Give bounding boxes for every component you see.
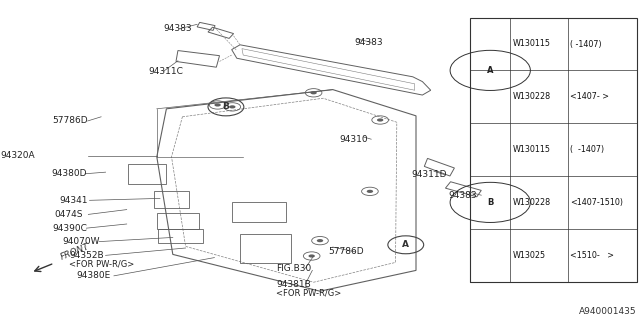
Text: 94320A: 94320A	[0, 151, 35, 160]
Text: 0474S: 0474S	[54, 210, 83, 219]
Bar	[240, 234, 291, 263]
Text: W13025: W13025	[513, 251, 546, 260]
Circle shape	[377, 118, 383, 122]
Text: 94381B: 94381B	[276, 280, 311, 289]
Text: 94390C: 94390C	[52, 224, 87, 233]
Bar	[158, 229, 203, 243]
Text: 94341: 94341	[59, 196, 88, 205]
Text: 94311D: 94311D	[411, 170, 446, 179]
Text: 94383: 94383	[354, 38, 383, 47]
Text: A: A	[487, 66, 493, 75]
Bar	[157, 213, 198, 229]
Text: FRONT: FRONT	[60, 242, 92, 262]
Text: W130115: W130115	[513, 39, 550, 49]
Text: ( -1407): ( -1407)	[570, 39, 602, 49]
Text: 94380D: 94380D	[51, 169, 86, 178]
Text: 94383: 94383	[163, 24, 192, 33]
Bar	[470, 18, 637, 282]
Bar	[154, 191, 189, 209]
Circle shape	[214, 103, 221, 107]
Bar	[128, 164, 166, 184]
Text: 94311C: 94311C	[148, 67, 183, 76]
Text: <1510-   >: <1510- >	[570, 251, 614, 260]
Circle shape	[367, 190, 373, 193]
Text: 57786D: 57786D	[328, 247, 364, 256]
Text: W130228: W130228	[513, 198, 551, 207]
Text: <FOR PW-R/G>: <FOR PW-R/G>	[69, 260, 134, 268]
Text: 57786D: 57786D	[52, 116, 88, 125]
Circle shape	[317, 239, 323, 242]
Text: <1407- >: <1407- >	[570, 92, 609, 101]
Text: 94310: 94310	[339, 135, 368, 144]
Bar	[232, 202, 286, 222]
Text: FIG.B30: FIG.B30	[276, 264, 312, 273]
Text: <FOR PW-R/G>: <FOR PW-R/G>	[276, 288, 342, 297]
Circle shape	[310, 91, 317, 94]
Circle shape	[229, 105, 236, 108]
Text: 94380E: 94380E	[77, 271, 111, 280]
Text: <1407-1510): <1407-1510)	[570, 198, 623, 207]
Text: B: B	[487, 198, 493, 207]
Text: B: B	[223, 102, 229, 111]
Circle shape	[308, 254, 315, 258]
Text: 94383: 94383	[448, 191, 477, 200]
Text: A940001435: A940001435	[579, 307, 637, 316]
Text: (  -1407): ( -1407)	[570, 145, 604, 154]
Text: 94070W: 94070W	[63, 237, 100, 246]
Text: W130228: W130228	[513, 92, 551, 101]
Text: A: A	[403, 240, 409, 249]
Text: 94352B: 94352B	[69, 251, 104, 260]
Text: W130115: W130115	[513, 145, 550, 154]
